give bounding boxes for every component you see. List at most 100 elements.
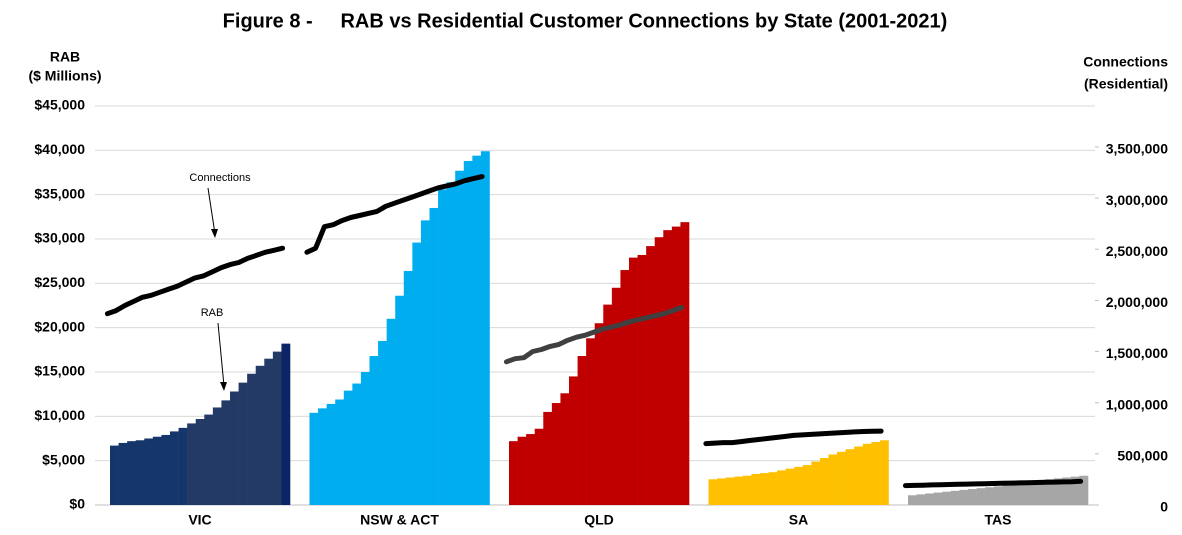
y2-axis-label: Connections [1083,54,1168,70]
bar [360,372,370,505]
y2-tick-label: 2,500,000 [1106,243,1168,259]
x-tick-label: QLD [584,512,614,528]
bar [127,441,137,505]
bar [646,246,656,506]
y2-tick-label: 3,500,000 [1106,141,1168,157]
bar [212,407,222,505]
bar [352,383,362,505]
bar [551,403,561,505]
bar [560,393,570,505]
y2-tick-label: 0 [1160,499,1168,515]
x-tick-label: NSW & ACT [360,512,439,528]
bar [1079,475,1089,505]
bar [828,454,838,505]
bar [386,318,396,505]
bar [221,400,231,505]
x-tick-label: TAS [985,512,1012,528]
y2-tick-label: 2,000,000 [1106,294,1168,310]
bar [742,475,752,505]
bar [1019,481,1029,505]
bar [985,487,995,505]
bar [455,170,465,505]
bar [1028,481,1037,505]
bar [1010,483,1020,505]
bar [446,182,456,505]
bar [603,304,613,505]
bar [161,434,171,505]
bar [118,442,128,505]
chart-title: Figure 8 - RAB vs Residential Customer C… [223,10,948,32]
bar [717,478,726,505]
y-tick-label: $40,000 [34,141,85,157]
annotation: Connections [189,172,251,184]
bar [204,414,214,505]
bar [517,436,527,505]
bar [629,257,638,505]
bar [264,358,274,505]
bar [794,466,804,505]
bar [908,495,917,505]
bar [871,442,881,505]
bar [463,160,473,505]
bar [438,189,447,505]
bar [1053,478,1063,505]
bar [429,207,439,505]
y-tick-label: $35,000 [34,185,85,201]
bar [272,351,282,505]
bar [751,473,761,505]
bar [335,399,345,505]
bar [768,472,778,505]
annotation-arrow-head [220,382,227,391]
bar [178,427,188,505]
bar [543,411,553,505]
bar [369,356,379,505]
bar [577,356,587,505]
bar [968,489,977,505]
bar [420,220,430,505]
bar [976,488,986,505]
y-tick-label: $20,000 [34,318,85,334]
bar [663,230,673,505]
bar [845,449,855,505]
bar [594,323,604,505]
bar [725,477,735,505]
bar [611,287,621,505]
y2-tick-label: 1,500,000 [1106,345,1168,361]
bar [318,408,327,505]
bar [569,376,578,505]
y2-tick-label: 1,000,000 [1106,396,1168,412]
annotation-arrow-head [211,229,218,238]
connections-line [902,478,1084,489]
plot-area: $0 $5,000 $10,000 $15,000 $20,000 $25,000 $30,… [34,97,1168,528]
bar [255,365,265,505]
bar [281,343,291,505]
bar [230,391,239,505]
bar [412,242,422,505]
bar [534,428,544,505]
connections-line [503,305,685,365]
y-axis-label: ($ Millions) [28,68,101,84]
bar [879,440,889,505]
bar [680,222,690,506]
bar [309,412,319,505]
y-tick-label: $45,000 [34,97,85,113]
bar [1045,479,1055,505]
y-tick-label: $0 [69,496,85,512]
bar [526,434,536,505]
bar [403,270,413,505]
bar [654,237,664,505]
bar [993,486,1003,505]
y-tick-label: $5,000 [42,451,85,467]
bar [152,436,162,505]
bar [509,441,518,505]
bar [195,418,205,505]
bar [620,270,630,505]
bar [942,491,952,505]
bar [238,382,248,505]
bar [837,451,846,505]
bar [854,446,864,505]
y2-axis-label: (Residential) [1084,76,1168,92]
bar [950,490,960,505]
bar [925,493,935,505]
